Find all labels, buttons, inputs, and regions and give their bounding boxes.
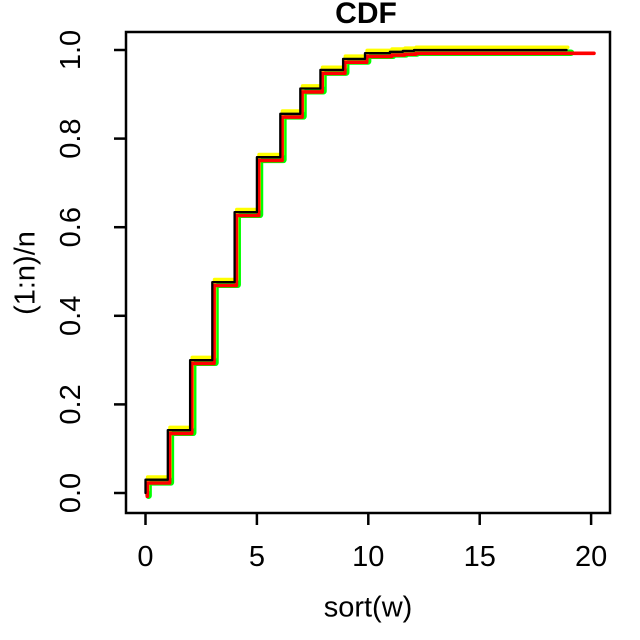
x-tick-label: 15 <box>464 541 496 573</box>
y-tick-label: 1.0 <box>55 30 87 70</box>
y-tick-label: 0.0 <box>55 473 87 513</box>
plot-border <box>124 30 612 515</box>
y-tick-label: 0.2 <box>55 384 87 424</box>
series-line-red-cdf <box>145 51 596 499</box>
series-line-yellow-cdf <box>145 45 570 493</box>
x-tick-label: 10 <box>352 541 384 573</box>
y-tick-label: 0.8 <box>55 118 87 158</box>
x-tick-label: 0 <box>137 541 153 573</box>
y-tick-label: 0.4 <box>55 296 87 336</box>
series-line-green-cdf <box>145 49 575 499</box>
x-tick-label: 5 <box>249 541 265 573</box>
series-line-black-cdf <box>144 48 568 495</box>
y-tick-label: 0.6 <box>55 207 87 247</box>
plot-title: CDF <box>335 0 397 30</box>
x-tick-label: 20 <box>575 541 607 573</box>
x-axis-label: sort(w) <box>323 591 413 624</box>
